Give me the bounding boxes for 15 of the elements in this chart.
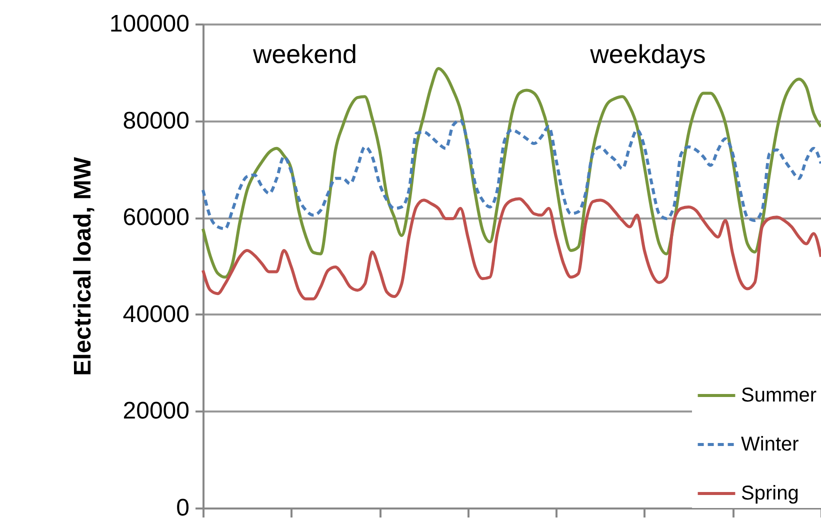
legend-label: Spring [741,482,799,504]
annotation: weekdays [589,39,706,69]
legend-label: Winter [741,434,800,456]
y-tick-label: 100000 [109,10,190,38]
y-tick-label: 0 [176,494,190,520]
y-tick-label: 60000 [122,204,190,232]
legend-label: Summer [741,384,817,406]
y-tick-label: 80000 [122,107,190,134]
line-series [202,67,821,279]
annotation: weekend [252,39,358,69]
line-series [202,118,821,230]
y-axis-title: Electrical load, MW [69,156,96,376]
y-tick-label: 40000 [122,300,190,328]
y-tick-label: 20000 [122,398,190,425]
line-series [202,197,821,300]
